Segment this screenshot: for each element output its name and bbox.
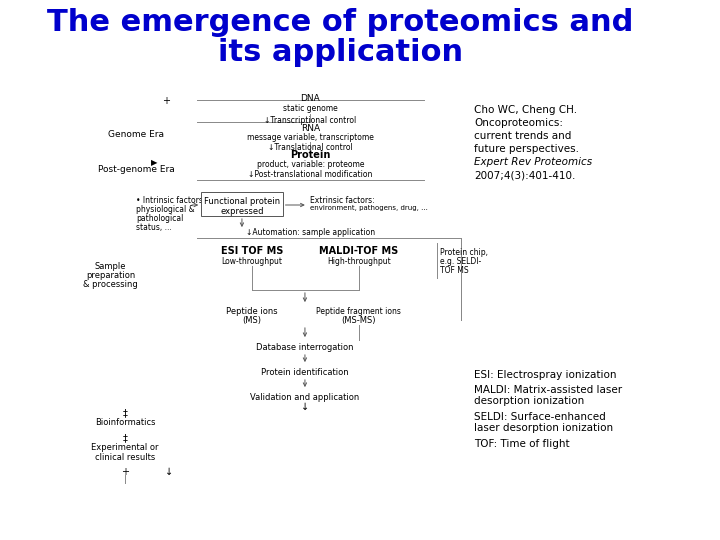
Text: +: + (162, 96, 170, 106)
Text: 2007;4(3):401-410.: 2007;4(3):401-410. (474, 170, 576, 180)
Text: Protein: Protein (290, 150, 330, 160)
Text: Sample: Sample (94, 262, 126, 271)
Text: environment, pathogens, drug, ...: environment, pathogens, drug, ... (310, 205, 428, 211)
Text: laser desorption ionization: laser desorption ionization (474, 423, 613, 433)
Text: (MS): (MS) (243, 316, 261, 325)
Text: Oncoproteomics:: Oncoproteomics: (474, 118, 564, 128)
Text: Extrinsic factors:: Extrinsic factors: (310, 196, 375, 205)
Text: ↓Post-translational modification: ↓Post-translational modification (248, 170, 373, 179)
Text: Genome Era: Genome Era (108, 130, 164, 139)
Text: Validation and application: Validation and application (251, 393, 359, 402)
Text: physiological &: physiological & (136, 205, 195, 214)
Text: ▶: ▶ (150, 158, 157, 167)
Text: ↓: ↓ (165, 467, 173, 477)
Text: static genome: static genome (283, 104, 338, 113)
Text: future perspectives.: future perspectives. (474, 144, 580, 154)
Text: TOF MS: TOF MS (440, 266, 469, 275)
Text: status, ...: status, ... (136, 223, 172, 232)
Text: ESI: Electrospray ionization: ESI: Electrospray ionization (474, 370, 617, 380)
Text: expressed: expressed (220, 207, 264, 216)
Text: Post-genome Era: Post-genome Era (98, 165, 175, 174)
Text: SELDI: Surface-enhanced: SELDI: Surface-enhanced (474, 412, 606, 422)
Text: ↓Translational control: ↓Translational control (268, 143, 353, 152)
Text: Peptide fragment ions: Peptide fragment ions (316, 307, 401, 316)
Text: (MS-MS): (MS-MS) (341, 316, 376, 325)
Text: Protein chip,: Protein chip, (440, 248, 488, 257)
Text: Expert Rev Proteomics: Expert Rev Proteomics (474, 157, 593, 167)
Text: Database interrogation: Database interrogation (256, 343, 354, 352)
Text: clinical results: clinical results (95, 453, 156, 462)
Text: e.g. SELDI-: e.g. SELDI- (440, 257, 482, 266)
Text: ↓Automation: sample application: ↓Automation: sample application (246, 228, 375, 237)
Text: The emergence of proteomics and: The emergence of proteomics and (47, 8, 634, 37)
Text: Low-throughput: Low-throughput (222, 257, 283, 266)
Bar (201, 192, 283, 216)
Text: MALDI: Matrix-assisted laser: MALDI: Matrix-assisted laser (474, 385, 623, 395)
Text: Protein identification: Protein identification (261, 368, 348, 377)
Text: +: + (121, 467, 129, 477)
Text: Peptide ions: Peptide ions (226, 307, 278, 316)
Text: MALDI-TOF MS: MALDI-TOF MS (319, 246, 398, 256)
Text: Cho WC, Cheng CH.: Cho WC, Cheng CH. (474, 105, 577, 115)
Text: • Intrinsic factors:: • Intrinsic factors: (136, 196, 206, 205)
Text: its application: its application (217, 38, 463, 67)
Text: ESI TOF MS: ESI TOF MS (221, 246, 283, 256)
Text: product, variable: proteome: product, variable: proteome (257, 160, 364, 169)
Text: message variable, transcriptome: message variable, transcriptome (247, 133, 374, 142)
Text: preparation: preparation (86, 271, 135, 280)
Text: DNA: DNA (301, 94, 320, 103)
Text: ↓Transcriptional control: ↓Transcriptional control (264, 116, 356, 125)
Text: current trends and: current trends and (474, 131, 572, 141)
Text: Functional protein: Functional protein (204, 197, 280, 206)
Text: RNA: RNA (301, 124, 320, 133)
Text: High-throughput: High-throughput (327, 257, 390, 266)
Text: & processing: & processing (83, 280, 138, 289)
Text: ‡: ‡ (123, 408, 127, 418)
Text: Bioinformatics: Bioinformatics (95, 418, 156, 427)
Text: desorption ionization: desorption ionization (474, 396, 585, 406)
Text: Experimental or: Experimental or (91, 443, 159, 452)
Text: TOF: Time of flight: TOF: Time of flight (474, 439, 570, 449)
Text: pathological: pathological (136, 214, 184, 223)
Text: ‡: ‡ (123, 433, 127, 443)
Text: ↓: ↓ (301, 402, 309, 412)
